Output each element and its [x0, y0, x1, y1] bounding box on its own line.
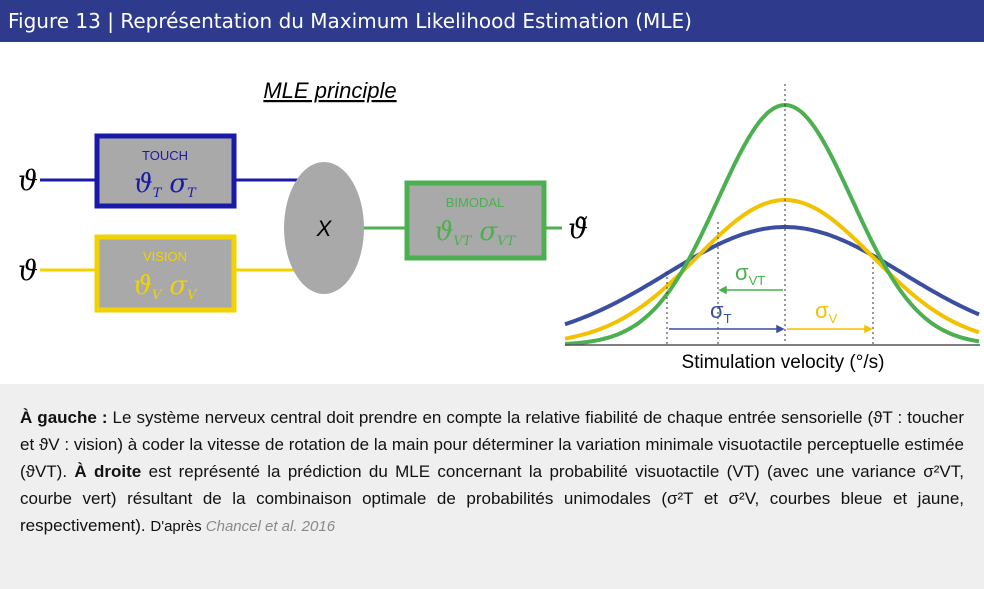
subscript: VT: [749, 273, 766, 288]
multiplier: [284, 162, 364, 294]
vision-box: [94, 234, 237, 313]
curve: [564, 102, 980, 346]
subscript: VT: [453, 234, 472, 249]
multiplier-label: X: [316, 216, 333, 241]
input-symbol: ϑ: [18, 164, 38, 197]
subscript: T: [153, 186, 163, 201]
figure-header: Figure 13 | Représentation du Maximum Li…: [0, 0, 984, 42]
symbol: σ: [169, 169, 188, 199]
subscript: VT: [497, 234, 516, 249]
symbol: σ: [735, 260, 749, 285]
vision-params: ϑV σV: [133, 271, 198, 303]
sigma-v-label: σV: [815, 298, 838, 326]
symbol: σ: [710, 298, 724, 323]
subscript: V: [152, 288, 163, 303]
sigma-t-arrow: [669, 324, 785, 334]
curve: [564, 198, 980, 341]
subscript: V: [829, 311, 838, 326]
vision-label: VISION: [143, 249, 187, 264]
bimodal-params: ϑVT σVT: [435, 217, 517, 249]
x-axis-label: Stimulation velocity (°/s): [682, 352, 885, 373]
figure: MLE principle ϑ ϑ TOUCH ϑT σT VISION ϑV σV…: [18, 78, 980, 373]
touch-box: [94, 133, 237, 209]
symbol: ϑ: [134, 169, 153, 199]
caption-segment: À gauche :: [20, 408, 108, 427]
input-symbol: ϑ: [18, 254, 38, 287]
touch-params: ϑT σT: [134, 169, 197, 201]
sigma-v-arrow: [787, 324, 873, 334]
curve: [564, 225, 980, 327]
sigma-vt-arrow: [718, 285, 783, 295]
caption: À gauche : Le système nerveux central do…: [0, 384, 984, 589]
caption-segment: D'après: [150, 518, 206, 535]
symbol: σ: [169, 271, 188, 301]
subscript: T: [724, 311, 732, 326]
sigma-t-label: σT: [710, 298, 732, 326]
diagram-title: MLE principle: [263, 78, 396, 103]
bimodal-box: [404, 180, 547, 261]
symbol: ϑ: [435, 217, 454, 247]
symbol: σ: [479, 217, 498, 247]
output-symbol: ϑ̃: [568, 212, 588, 245]
curves: [564, 102, 980, 346]
sigma-vt-label: σVT: [735, 260, 765, 288]
symbol: ϑ: [133, 271, 152, 301]
subscript: T: [187, 186, 197, 201]
touch-label: TOUCH: [142, 148, 188, 163]
subscript: V: [187, 288, 198, 303]
symbol: σ: [815, 298, 829, 323]
caption-segment: À droite: [74, 462, 142, 481]
caption-segment: est représenté la prédiction du MLE conc…: [20, 462, 964, 535]
caption-segment: Le système nerveux central doit prendre …: [20, 408, 964, 481]
caption-segment: Chancel et al. 2016: [205, 518, 336, 535]
bimodal-label: BIMODAL: [446, 195, 505, 210]
